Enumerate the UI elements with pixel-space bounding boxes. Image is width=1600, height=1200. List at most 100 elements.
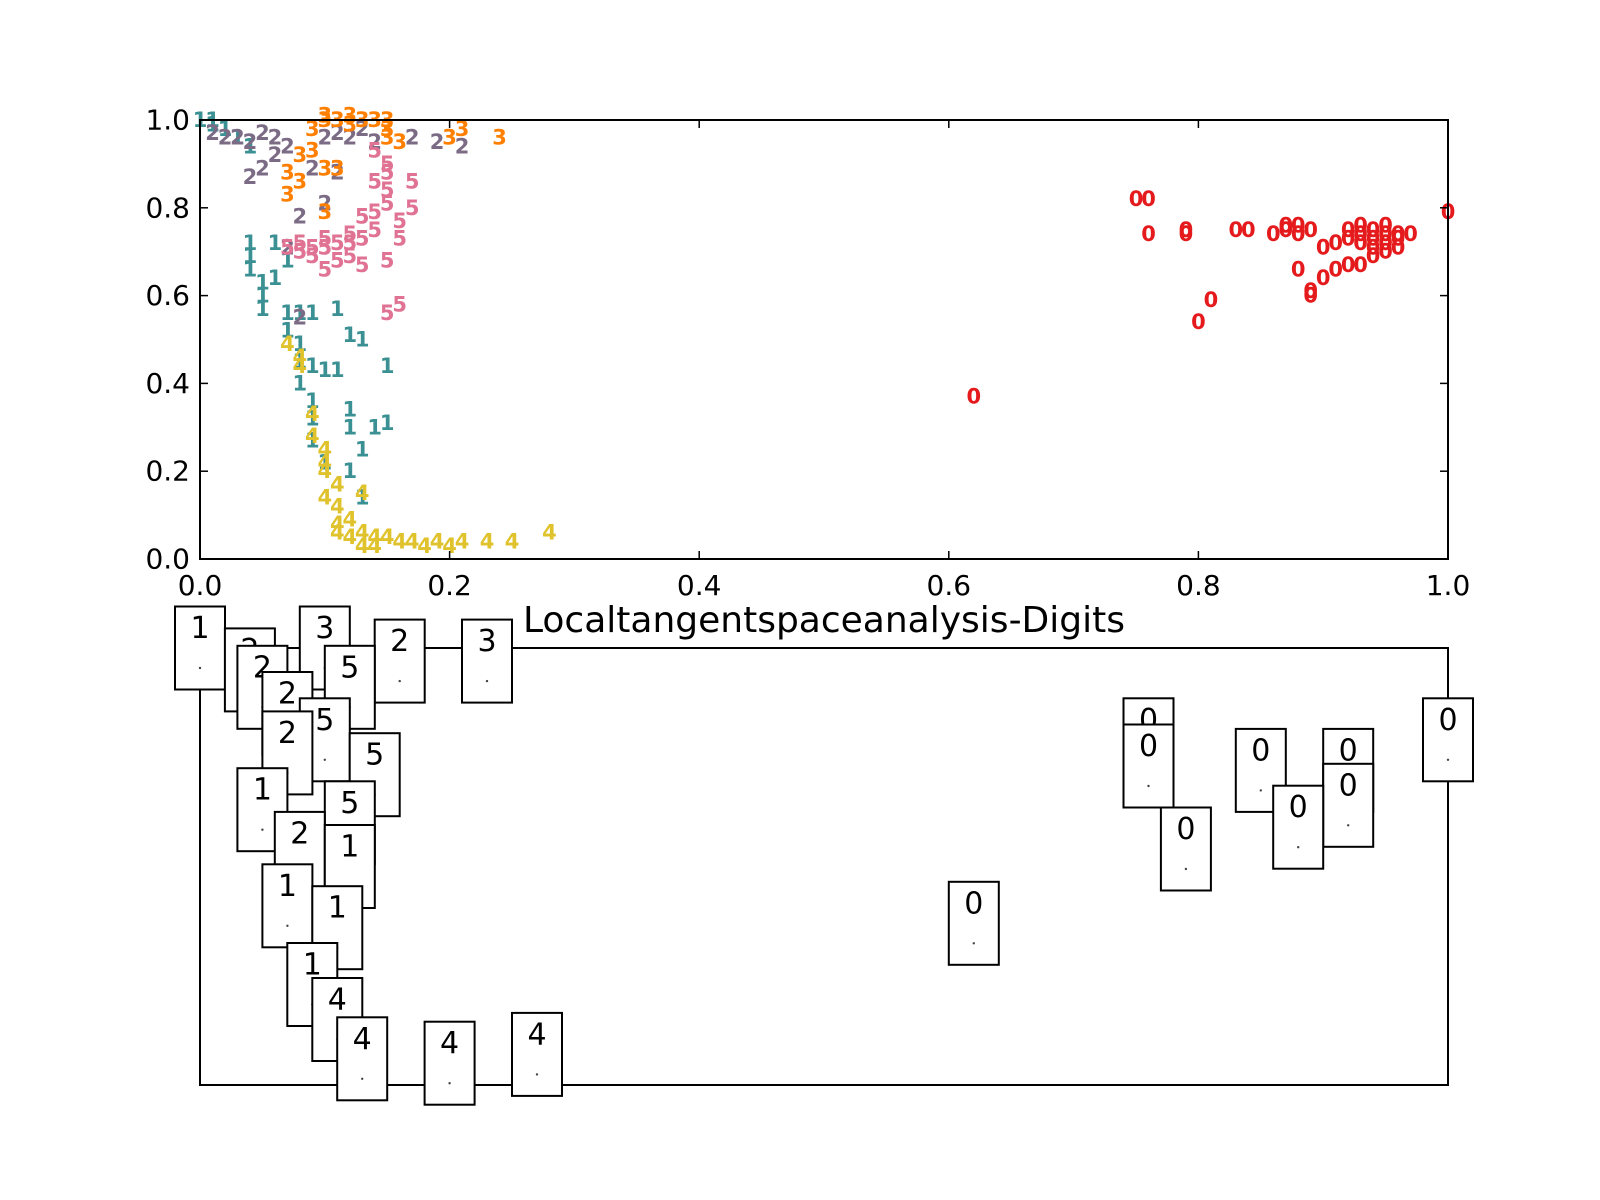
thumbnail-digit: 0 [1339,768,1358,803]
point-digit-1: 1 [268,231,283,255]
x-tick-label: 0.8 [1176,569,1221,602]
point-digit-0: 0 [1316,235,1331,259]
thumbnail-dot [1147,784,1150,788]
point-digit-4: 4 [380,525,395,549]
point-digit-2: 2 [355,117,370,141]
point-digit-0: 0 [1191,310,1206,334]
point-digit-1: 1 [292,349,307,373]
point-digit-1: 1 [230,126,245,150]
point-digit-2: 2 [280,134,295,158]
point-digit-5: 5 [292,240,307,264]
thumbnail-dot [361,1077,364,1081]
bottom-thumbnail-axes: 1232325252515211114444000000000 [174,605,1474,1106]
point-digit-4: 4 [292,354,307,378]
point-digit-2: 2 [330,121,345,145]
point-digit-4: 4 [305,402,320,426]
point-digit-3: 3 [342,104,357,128]
thumbnail-digit: 0 [1339,733,1358,768]
point-digit-4: 4 [355,481,370,505]
x-tick-label: 0.2 [427,569,472,602]
point-digit-4: 4 [305,424,320,448]
point-digit-3: 3 [317,200,332,224]
point-digit-0: 0 [1303,284,1318,308]
bottom-axes-frame [199,647,1449,1086]
point-digit-1: 1 [355,437,370,461]
point-digit-0: 0 [1378,240,1393,264]
point-digit-0: 0 [1391,222,1406,246]
point-digit-1: 1 [342,323,357,347]
point-digit-5: 5 [380,191,395,215]
point-digit-4: 4 [330,494,345,518]
x-tick-label: 1.0 [1426,569,1471,602]
point-digit-2: 2 [205,121,220,145]
point-digit-4: 4 [542,521,557,545]
point-digit-4: 4 [342,508,357,532]
point-digit-4: 4 [292,345,307,369]
thumbnail-dot [398,679,401,683]
y-tick-label: 0.6 [145,279,190,312]
point-digit-0: 0 [1141,187,1156,211]
point-digit-0: 0 [1391,227,1406,251]
thumbnail-0: 0 [1422,697,1474,783]
point-digit-1: 1 [305,407,320,431]
point-digit-5: 5 [367,218,382,242]
point-digit-0: 0 [1366,227,1381,251]
point-digit-3: 3 [380,126,395,150]
point-digit-1: 1 [305,429,320,453]
thumbnail-box [423,1020,476,1106]
point-digit-3: 3 [330,156,345,180]
thumbnail-dot [448,1082,451,1085]
point-digit-0: 0 [1353,231,1368,255]
point-digit-5: 5 [280,235,295,259]
thumbnail-digit: 3 [477,624,496,659]
point-digit-4: 4 [355,521,370,545]
thumbnail-digit: 1 [278,869,297,904]
thumbnail-digit: 0 [1139,729,1158,764]
point-digit-4: 4 [430,529,445,553]
point-digit-2: 2 [280,235,295,259]
thumbnail-digit: 0 [1438,703,1457,738]
y-tick-label: 0.2 [145,455,190,488]
point-digit-4: 4 [367,534,382,558]
point-digit-2: 2 [342,126,357,150]
point-digit-1: 1 [205,112,220,136]
thumbnail-box [336,1016,389,1102]
point-digit-0: 0 [966,385,981,409]
point-digit-1: 1 [317,358,332,382]
point-digit-3: 3 [317,156,332,180]
thumbnail-1: 1 [261,863,314,949]
point-digit-5: 5 [330,249,345,273]
point-digit-1: 1 [355,486,370,510]
point-digit-2: 2 [330,161,345,185]
point-digit-2: 2 [292,205,307,229]
point-digit-5: 5 [380,301,395,325]
point-digit-3: 3 [342,112,357,136]
thumbnail-box [1122,723,1175,809]
point-digit-2: 2 [367,130,382,154]
point-digit-1: 1 [268,266,283,290]
point-digit-5: 5 [392,292,407,316]
point-digit-4: 4 [330,521,345,545]
thumbnail-digit: 0 [1176,812,1195,847]
point-digit-1: 1 [280,319,295,343]
thumbnail-digit: 1 [303,948,322,983]
point-digit-0: 0 [1366,244,1381,268]
thumbnail-1: 1 [174,605,226,691]
point-digit-2: 2 [255,156,270,180]
thumbnail-dot [261,828,264,831]
thumbnail-0: 0 [1272,784,1325,870]
point-digit-4: 4 [417,534,432,558]
point-digit-0: 0 [1303,279,1318,303]
point-digit-0: 0 [1378,231,1393,255]
point-digit-0: 0 [1141,222,1156,246]
thumbnail-dot [198,666,202,670]
point-digit-5: 5 [380,152,395,176]
point-digit-0: 0 [1291,213,1306,237]
point-digit-0: 0 [1179,222,1194,246]
point-digit-2: 2 [268,143,283,167]
point-digit-5: 5 [405,196,420,220]
point-digit-1: 1 [367,415,382,439]
